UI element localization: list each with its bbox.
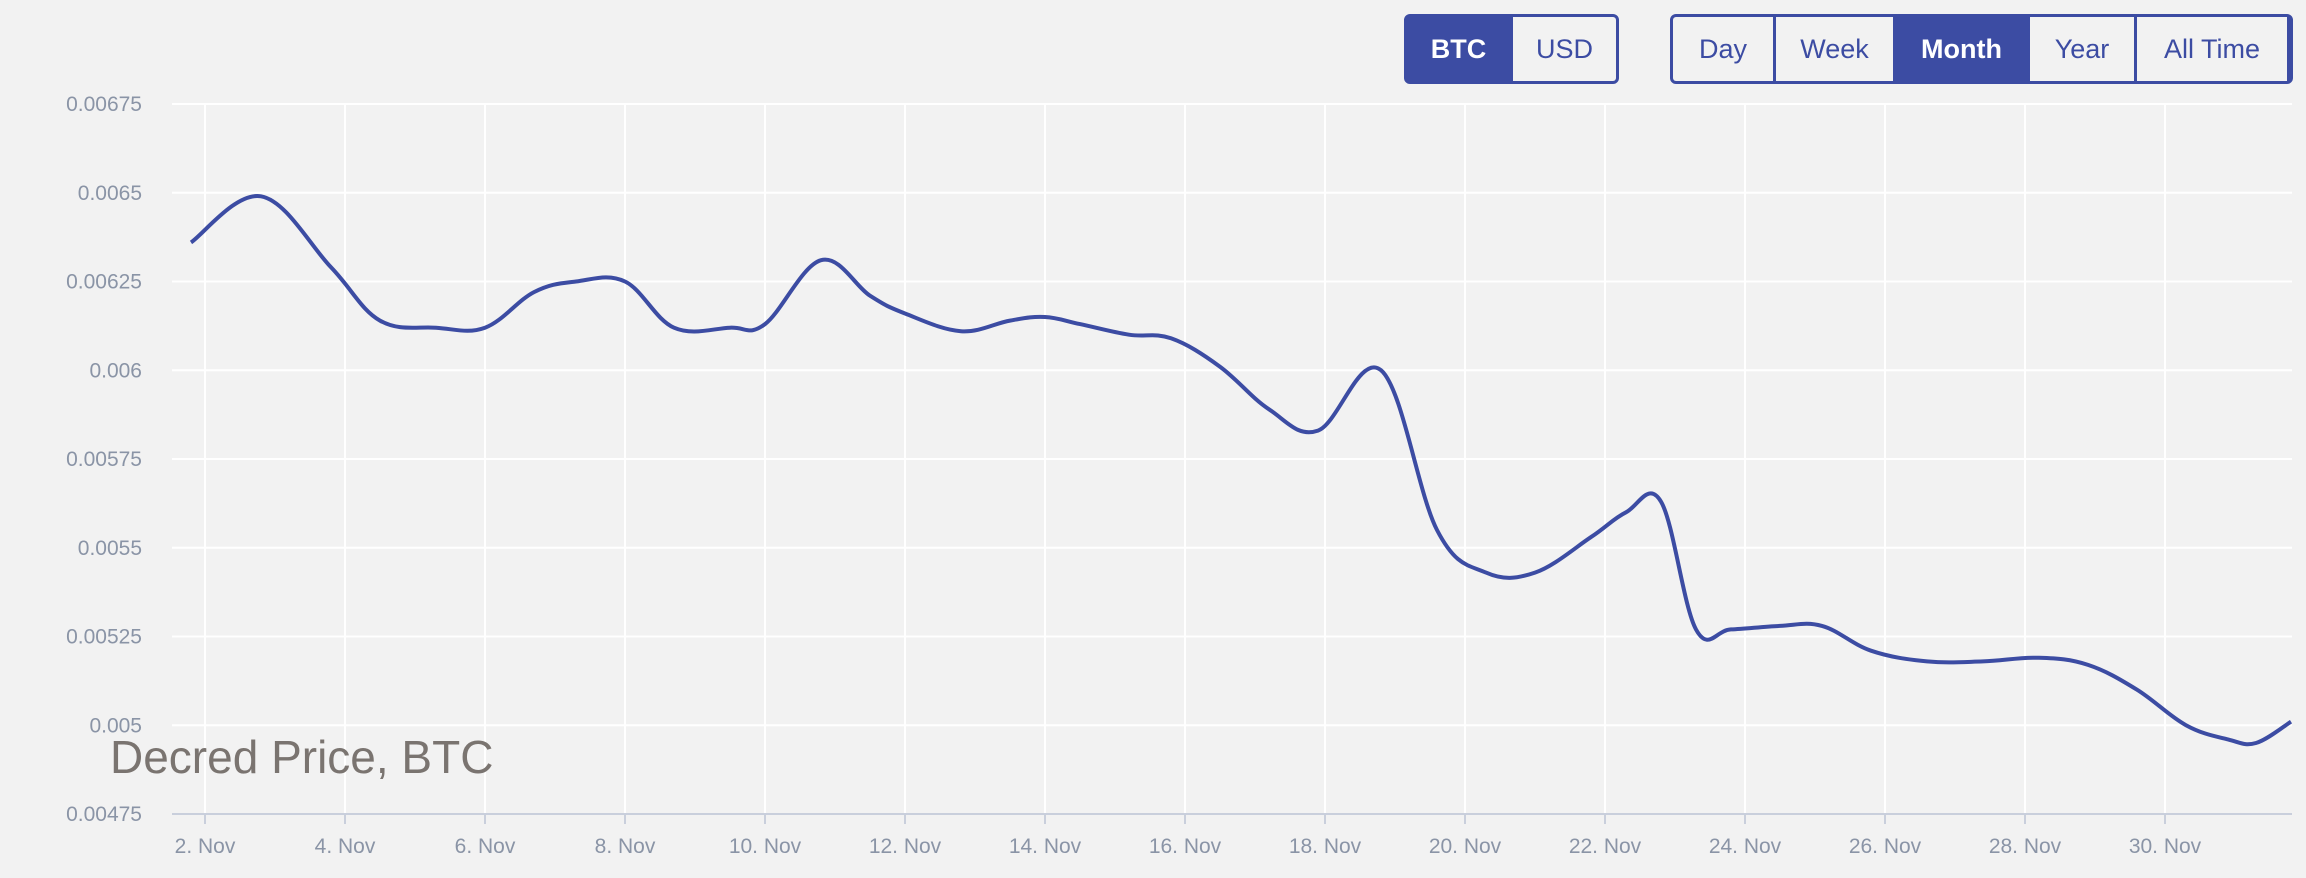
y-tick-label: 0.00475 [66,803,142,826]
chart-grid [172,103,2292,814]
x-tick-label: 12. Nov [869,835,942,858]
y-tick-label: 0.0055 [78,537,142,560]
chart-series [189,194,2293,747]
currency-toggle: BTC USD [1404,14,1619,84]
price-series-line [189,194,2293,747]
range-month-button[interactable]: Month [1896,17,2027,81]
time-range-toggle: Day Week Month Year All Time [1670,14,2293,84]
range-year-button[interactable]: Year [2030,17,2134,81]
chart-axes: 0.00475 0.005 0.00525 0.0055 0.00575 0.006 0.0… [66,93,2292,858]
y-tick-label: 0.005 [89,714,142,737]
currency-usd-button[interactable]: USD [1513,17,1616,81]
range-day-button[interactable]: Day [1673,17,1773,81]
x-tick-label: 28. Nov [1989,835,2062,858]
y-tick-label: 0.00525 [66,626,142,649]
x-tick-label: 14. Nov [1009,835,1082,858]
x-tick-label: 26. Nov [1849,835,1922,858]
range-week-button[interactable]: Week [1776,17,1893,81]
y-tick-label: 0.0065 [78,182,142,205]
x-tick-label: 4. Nov [315,835,376,858]
chart-title: Decred Price, BTC [110,731,493,783]
y-tick-label: 0.00625 [66,271,142,294]
y-tick-label: 0.00575 [66,448,142,471]
x-tick-label: 6. Nov [455,835,516,858]
x-tick-label: 20. Nov [1429,835,1502,858]
y-tick-label: 0.00675 [66,93,142,116]
x-tick-label: 10. Nov [729,835,802,858]
x-tick-label: 8. Nov [595,835,656,858]
x-tick-label: 18. Nov [1289,835,1362,858]
range-all-time-button[interactable]: All Time [2137,17,2287,81]
x-tick-label: 16. Nov [1149,835,1222,858]
x-tick-label: 22. Nov [1569,835,1642,858]
x-tick-label: 30. Nov [2129,835,2202,858]
x-tick-label: 2. Nov [175,835,236,858]
x-tick-label: 24. Nov [1709,835,1782,858]
currency-btc-button[interactable]: BTC [1407,17,1510,81]
y-tick-label: 0.006 [89,359,142,382]
